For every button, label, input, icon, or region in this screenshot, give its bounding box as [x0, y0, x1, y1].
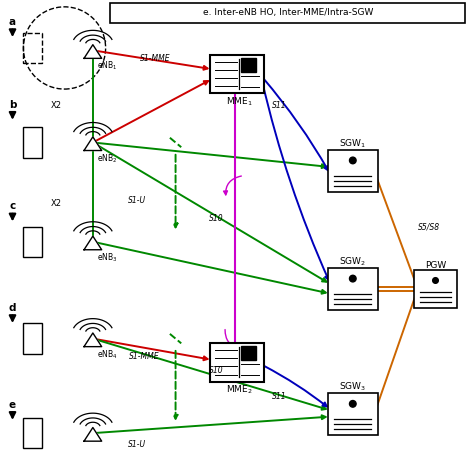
- Text: PGW: PGW: [425, 261, 446, 270]
- Text: S1-MME: S1-MME: [140, 54, 171, 63]
- FancyBboxPatch shape: [210, 343, 264, 382]
- Text: S10: S10: [209, 214, 223, 223]
- Text: S1-U: S1-U: [128, 196, 146, 205]
- Polygon shape: [84, 333, 102, 346]
- Text: c: c: [9, 201, 16, 211]
- Bar: [23, 323, 42, 354]
- Polygon shape: [84, 428, 102, 441]
- Text: d: d: [9, 303, 16, 313]
- Text: MME$_2$: MME$_2$: [226, 384, 253, 396]
- Circle shape: [349, 401, 356, 407]
- Polygon shape: [84, 137, 102, 151]
- Text: S11: S11: [273, 101, 287, 110]
- Text: e. Inter-eNB HO, Inter-MME/Intra-SGW: e. Inter-eNB HO, Inter-MME/Intra-SGW: [203, 9, 373, 18]
- Circle shape: [349, 157, 356, 164]
- FancyBboxPatch shape: [328, 268, 378, 310]
- Polygon shape: [84, 236, 102, 250]
- Circle shape: [349, 275, 356, 282]
- Circle shape: [433, 278, 438, 283]
- Text: X2: X2: [51, 200, 62, 209]
- FancyBboxPatch shape: [328, 150, 378, 192]
- Text: eNB$_4$: eNB$_4$: [97, 348, 118, 361]
- Text: eNB$_1$: eNB$_1$: [97, 60, 117, 73]
- FancyBboxPatch shape: [210, 55, 264, 93]
- Text: MME$_1$: MME$_1$: [226, 96, 253, 108]
- Bar: [241, 346, 255, 360]
- Text: eNB$_3$: eNB$_3$: [97, 251, 118, 264]
- Text: S5/S8: S5/S8: [418, 222, 440, 231]
- Bar: [23, 128, 42, 157]
- Text: S1-U: S1-U: [128, 439, 146, 448]
- Text: e: e: [9, 400, 16, 410]
- Polygon shape: [84, 45, 102, 58]
- FancyBboxPatch shape: [328, 393, 378, 436]
- FancyBboxPatch shape: [110, 2, 465, 23]
- Bar: [23, 227, 42, 257]
- Text: eNB$_2$: eNB$_2$: [97, 152, 117, 164]
- Bar: [241, 58, 255, 72]
- Text: S11: S11: [273, 392, 287, 401]
- Text: SGW$_1$: SGW$_1$: [339, 137, 366, 150]
- Text: X2: X2: [51, 101, 62, 110]
- Text: a: a: [9, 17, 16, 27]
- Text: S1-MME: S1-MME: [129, 352, 160, 361]
- Text: SGW$_3$: SGW$_3$: [339, 381, 366, 393]
- Text: S10: S10: [209, 366, 223, 375]
- Bar: [23, 33, 42, 63]
- Text: SGW$_2$: SGW$_2$: [339, 255, 366, 268]
- FancyBboxPatch shape: [414, 270, 457, 309]
- Bar: [23, 418, 42, 448]
- Text: b: b: [9, 100, 16, 109]
